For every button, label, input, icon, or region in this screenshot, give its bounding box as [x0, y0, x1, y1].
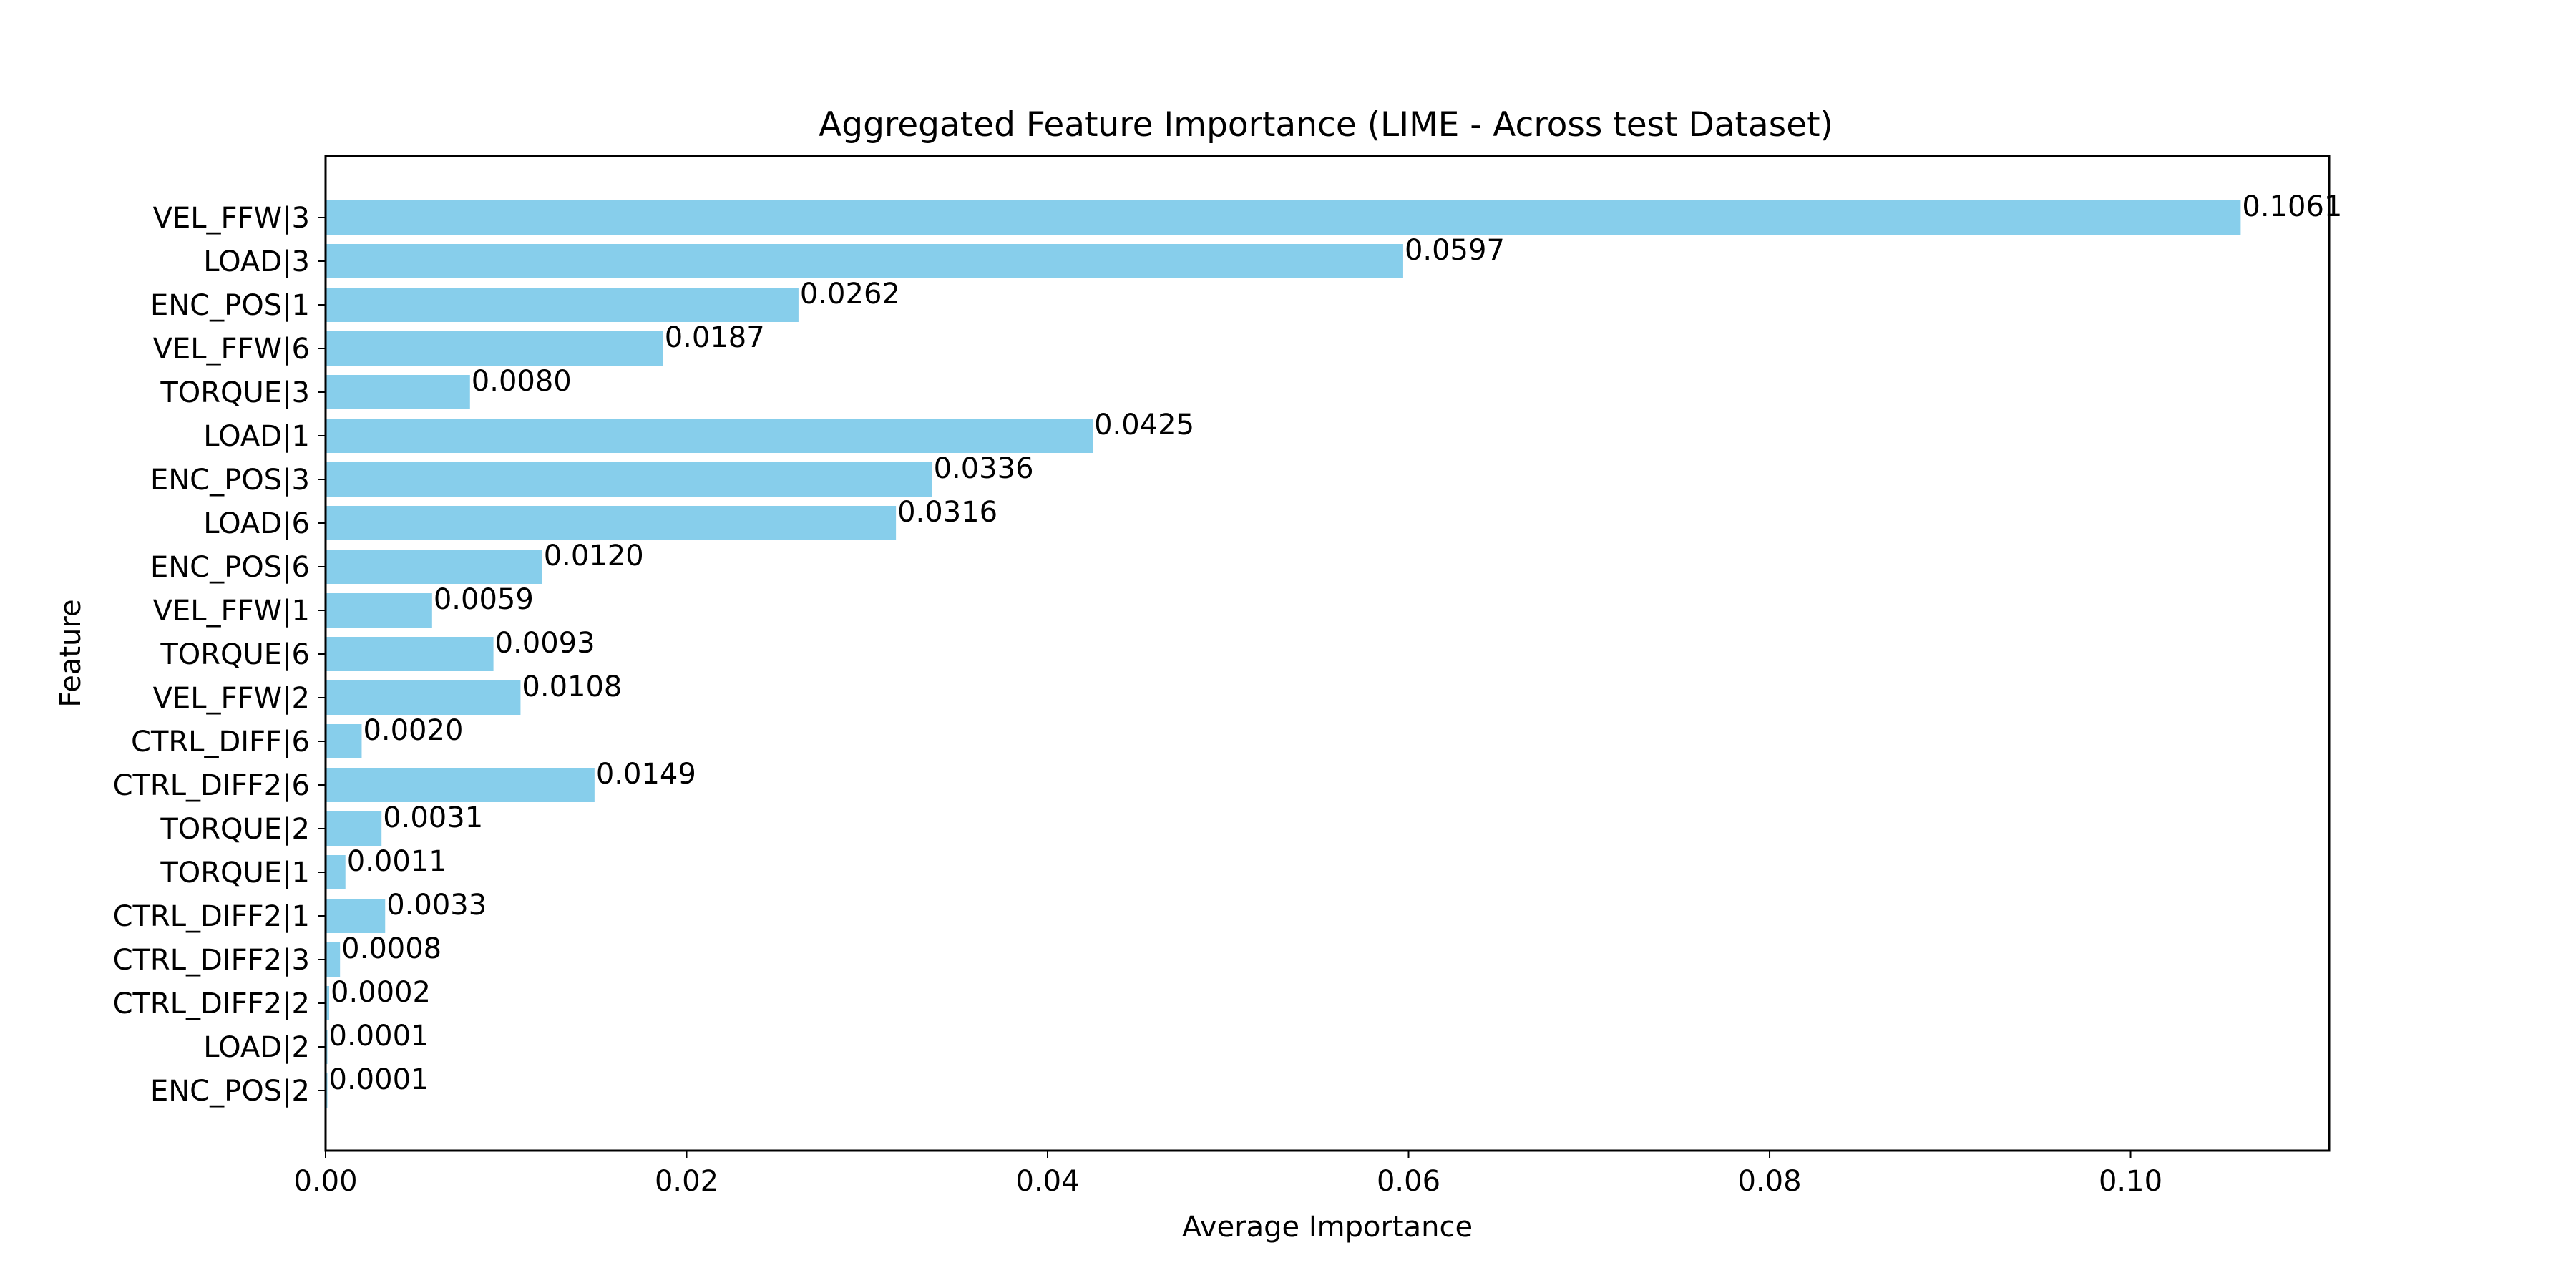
x-tick-label: 0.06 [1377, 1165, 1440, 1198]
x-tick-label: 0.10 [2099, 1165, 2162, 1198]
bar [326, 811, 382, 846]
y-tick-label: VEL_FFW|1 [153, 595, 310, 628]
data-label: 0.0187 [665, 321, 765, 354]
bar [326, 724, 362, 758]
bar [326, 680, 521, 715]
y-tick-label: TORQUE|1 [160, 857, 310, 889]
y-tick-label: CTRL_DIFF2|3 [113, 944, 310, 977]
data-label: 0.0033 [386, 889, 487, 922]
bar [326, 942, 341, 977]
x-tick-label: 0.04 [1015, 1165, 1079, 1198]
bar [326, 375, 470, 409]
data-label: 0.0001 [329, 1020, 429, 1053]
data-label: 0.0262 [800, 278, 900, 311]
data-label: 0.0425 [1094, 409, 1194, 441]
y-tick-label: VEL_FFW|3 [153, 202, 310, 235]
x-tick-label: 0.08 [1737, 1165, 1801, 1198]
y-tick-label: LOAD|1 [203, 420, 310, 453]
data-label: 0.0336 [934, 452, 1034, 485]
x-tick-label: 0.00 [293, 1165, 357, 1198]
x-axis-label: Average Importance [1182, 1211, 1473, 1244]
y-tick-label: TORQUE|3 [160, 376, 310, 409]
y-tick-label: LOAD|2 [203, 1031, 310, 1064]
y-axis-label: Feature [54, 599, 87, 707]
bar [326, 419, 1093, 453]
data-label: 0.0059 [434, 583, 534, 616]
bar [326, 637, 494, 671]
data-label: 0.0080 [472, 365, 572, 398]
bar [326, 986, 330, 1020]
data-label: 0.0031 [383, 801, 483, 834]
data-label: 0.0149 [596, 758, 696, 791]
data-label: 0.0597 [1405, 234, 1505, 267]
y-tick-label: ENC_POS|3 [150, 464, 310, 497]
bar [326, 331, 663, 366]
data-label: 0.0316 [897, 496, 997, 529]
data-label: 0.0108 [522, 670, 622, 703]
y-tick-label: CTRL_DIFF2|2 [113, 987, 310, 1020]
bar [326, 593, 432, 628]
data-label: 0.0002 [331, 976, 431, 1009]
plot-area: VEL_FFW|3 0.1061 LOAD|3 0.0597 ENC_POS|1 0.02… [113, 190, 2343, 1198]
data-label: 0.0011 [347, 845, 447, 878]
y-tick-label: TORQUE|2 [160, 813, 310, 846]
bar [326, 550, 542, 584]
y-tick-label: CTRL_DIFF2|1 [113, 900, 310, 933]
y-tick-label: LOAD|3 [203, 245, 310, 278]
bar [326, 244, 1403, 278]
y-tick-label: CTRL_DIFF2|6 [113, 769, 310, 802]
bar [326, 462, 932, 497]
bar [326, 855, 346, 889]
data-label: 0.0001 [329, 1063, 429, 1096]
data-label: 0.0093 [495, 627, 595, 660]
chart-title: Aggregated Feature Importance (LIME - Ac… [819, 105, 1833, 145]
data-label: 0.0008 [341, 932, 441, 965]
data-label: 0.1061 [2242, 190, 2342, 223]
y-tick-label: LOAD|6 [203, 507, 310, 540]
bar [326, 768, 595, 802]
bar [326, 899, 386, 933]
x-tick-label: 0.02 [655, 1165, 718, 1198]
bar [326, 506, 897, 540]
y-tick-label: TORQUE|6 [160, 638, 310, 671]
y-tick-label: CTRL_DIFF|6 [131, 726, 310, 758]
plot-frame [324, 155, 2331, 1152]
data-label: 0.0120 [544, 540, 644, 572]
y-tick-label: VEL_FFW|2 [153, 682, 310, 715]
y-tick-label: ENC_POS|1 [150, 289, 310, 322]
y-tick-label: VEL_FFW|6 [153, 333, 310, 366]
bar [326, 200, 2241, 235]
data-label: 0.0020 [363, 714, 463, 747]
bar [326, 288, 799, 322]
y-tick-label: ENC_POS|6 [150, 551, 310, 584]
y-tick-label: ENC_POS|2 [150, 1075, 310, 1108]
